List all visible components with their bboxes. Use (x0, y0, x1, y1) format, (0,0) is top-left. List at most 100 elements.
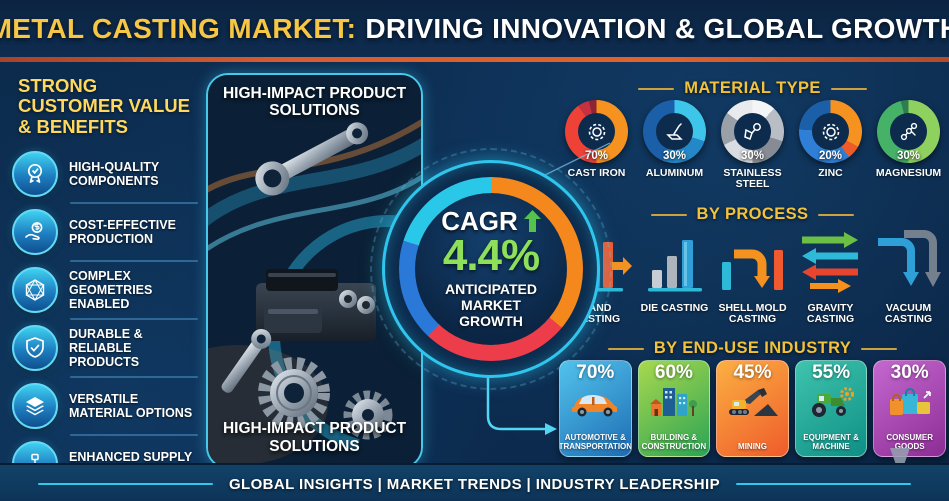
material-type-title: MATERIAL TYPE (684, 79, 821, 97)
buildings-icon (647, 384, 701, 421)
header-bar: METAL CASTING MARKET: DRIVING INNOVATION … (0, 0, 949, 57)
pipe-arrow-bars-icon (721, 249, 783, 290)
by-process-title: BY PROCESS (696, 205, 809, 223)
divider (70, 260, 198, 263)
mining-percent: 45% (733, 362, 772, 383)
magnesium-percent: 30% (896, 150, 921, 162)
header-dash (638, 87, 675, 90)
process-gravity-casting: GRAVITY CASTING (794, 224, 867, 326)
magnesium-donut-chart: 30% (877, 100, 940, 163)
cagr-inner: CAGR 4.4% ANTICIPATED MARKET GROWTH (415, 193, 567, 345)
donut-hole (812, 113, 849, 150)
header-dash (650, 213, 687, 216)
donut-hole (734, 113, 771, 150)
card-consumer-goods: 30% CONSUMER GOODS (873, 360, 946, 457)
divider (70, 434, 198, 437)
process-row: SAND CASTING DIE CASTING SHELL MOLD CAST… (560, 224, 945, 326)
molecule-icon (900, 122, 917, 140)
cagr-value: 4.4% (442, 231, 540, 281)
material-donut-row: 70% CAST IRON 30% ALUMINUM (560, 100, 945, 190)
aluminum-percent: 30% (662, 150, 687, 162)
down-arrows-icon (877, 230, 941, 287)
benefit-high-quality: HIGH-QUALITY COMPONENTS (12, 147, 204, 201)
cagr-ring: CAGR 4.4% ANTICIPATED MARKET GROWTH (399, 177, 583, 361)
hand-dollar-icon (12, 209, 58, 256)
process-shell-mold-casting: SHELL MOLD CASTING (716, 224, 789, 326)
process-vacuum-casting: VACUUM CASTING (872, 224, 945, 326)
silver-blue-bars-icon (647, 240, 702, 292)
zinc-percent: 20% (818, 150, 843, 162)
zinc-donut-chart: 20% (799, 100, 862, 163)
material-magnesium: 30% MAGNESIUM (872, 100, 945, 190)
benefit-durable-reliable: DURABLE & RELIABLE PRODUCTS (12, 321, 204, 375)
cagr-badge: CAGR 4.4% ANTICIPATED MARKET GROWTH (370, 148, 612, 390)
header-dash (818, 213, 855, 216)
footer-line-right (736, 483, 911, 485)
medal-award-icon (12, 151, 58, 198)
process-label: SHELL MOLD CASTING (718, 302, 787, 326)
equipment-label: EQUIPMENT & MACHINE (803, 433, 859, 452)
stainless-label: STAINLESS STEEL (723, 167, 782, 191)
end-use-header: BY END-USE INDUSTRY (560, 339, 945, 358)
divider (70, 376, 198, 379)
material-type-header: MATERIAL TYPE (560, 79, 945, 98)
trowel-icon (665, 122, 683, 140)
cagr-subtitle: ANTICIPATED MARKET GROWTH (444, 281, 538, 329)
benefit-label: HIGH-QUALITY COMPONENTS (69, 160, 160, 189)
benefit-complex-geometries: COMPLEX GEOMETRIES ENABLED (12, 263, 204, 317)
swirl-arrows-icon (801, 232, 858, 293)
mining-label: MINING (738, 442, 767, 452)
cagr-label-row: CAGR (441, 208, 541, 234)
tractor-icon (803, 384, 859, 421)
process-label: DIE CASTING (640, 302, 709, 314)
donut-hole (656, 113, 693, 150)
green-up-arrow-icon (523, 210, 541, 233)
benefit-label: VERSATILE MATERIAL OPTIONS (69, 392, 193, 421)
material-stainless-steel: 30% STAINLESS STEEL (716, 100, 789, 190)
automotive-percent: 70% (576, 362, 615, 383)
cast-iron-percent: 70% (584, 150, 609, 162)
car-icon (568, 384, 622, 421)
zinc-label: ZINC (818, 167, 843, 179)
aluminum-label: ALUMINUM (645, 167, 704, 179)
divider (70, 202, 198, 205)
card-equipment: 55% EQUIPMENT & MACHINE (794, 360, 868, 457)
equipment-percent: 55% (812, 362, 851, 383)
card-building: 60% BUILDING & CONSTRUCTION (637, 360, 711, 457)
consumer-label: CONSUMER GOODS (886, 433, 933, 452)
benefit-label: DURABLE & RELIABLE PRODUCTS (69, 327, 143, 370)
panel-caption-bottom: HIGH-IMPACT PRODUCT SOLUTIONS (222, 420, 407, 455)
header-dash (861, 347, 898, 350)
material-cast-iron: 70% CAST IRON (560, 100, 633, 190)
consumer-percent: 30% (890, 362, 929, 383)
process-label: GRAVITY CASTING (806, 302, 855, 326)
process-label: VACUUM CASTING (884, 302, 933, 326)
benefits-heading: STRONG CUSTOMER VALUE & BENEFITS (18, 75, 190, 137)
polyhedron-geometry-icon (12, 267, 58, 314)
gear-icon (588, 123, 605, 140)
footer-text: GLOBAL INSIGHTS | MARKET TRENDS | INDUST… (228, 475, 720, 493)
donut-hole (890, 113, 927, 150)
end-use-title: BY END-USE INDUSTRY (653, 339, 852, 357)
material-zinc: 20% ZINC (794, 100, 867, 190)
excavator-icon (724, 384, 780, 421)
gray-down-arrow-decor (890, 448, 910, 476)
page-title-rest: DRIVING INNOVATION & GLOBAL GROWTH (365, 12, 949, 44)
benefit-versatile-materials: VERSATILE MATERIAL OPTIONS (12, 379, 204, 433)
header-dash (830, 87, 867, 90)
end-use-card-row: 70% AUTOMOTIVE & TRANSPORTATION 60% (559, 360, 946, 457)
by-process-header: BY PROCESS (560, 205, 945, 224)
cast-iron-donut-chart: 70% (565, 100, 628, 163)
building-percent: 60% (654, 362, 693, 383)
footer-line-left (37, 483, 213, 485)
divider (70, 318, 198, 321)
cagr-label: CAGR (441, 206, 518, 237)
page-title: METAL CASTING MARKET: DRIVING INNOVATION … (0, 13, 949, 45)
layers-icon (12, 383, 58, 430)
stainless-steel-donut-chart: 30% (721, 100, 784, 163)
panel-caption-top: HIGH-IMPACT PRODUCT SOLUTIONS (222, 85, 407, 120)
pouring-ladle-icon (743, 122, 761, 140)
page-title-highlight: METAL CASTING MARKET: (0, 12, 357, 44)
benefit-label: COMPLEX GEOMETRIES ENABLED (69, 269, 153, 312)
